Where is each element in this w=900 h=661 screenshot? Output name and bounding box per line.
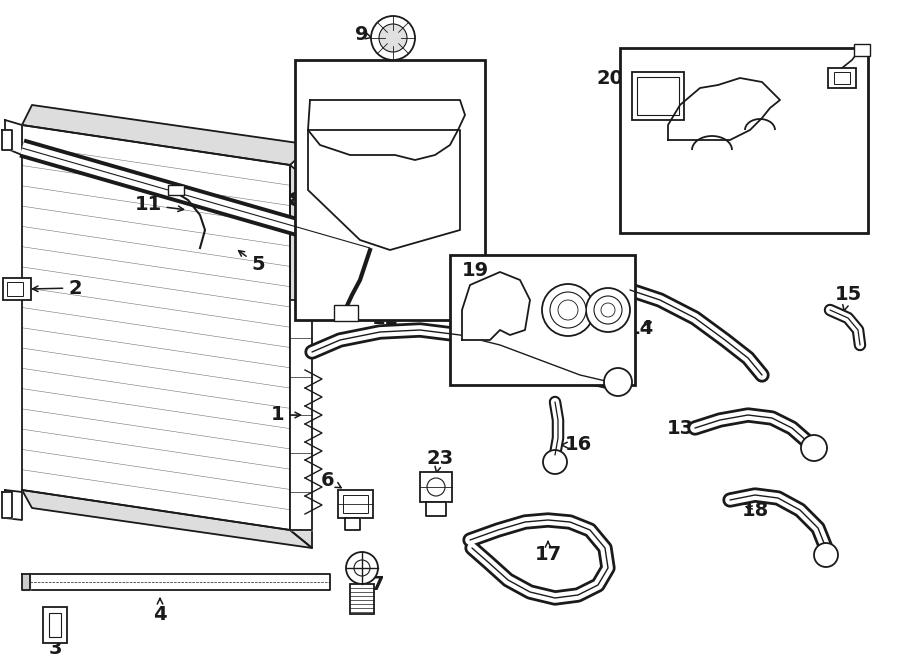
Circle shape <box>346 552 378 584</box>
Text: 17: 17 <box>535 541 562 564</box>
Polygon shape <box>668 78 780 140</box>
Text: 22: 22 <box>778 52 825 71</box>
Polygon shape <box>462 272 530 340</box>
Bar <box>295 60 485 320</box>
Bar <box>450 255 635 385</box>
Circle shape <box>586 288 630 332</box>
Text: 23: 23 <box>427 449 454 473</box>
Polygon shape <box>345 518 360 530</box>
Text: 11: 11 <box>134 196 184 215</box>
Circle shape <box>550 292 586 328</box>
Polygon shape <box>5 490 22 520</box>
Polygon shape <box>2 492 12 518</box>
Circle shape <box>801 435 827 461</box>
Text: 10: 10 <box>302 305 335 325</box>
Text: 19: 19 <box>462 260 489 280</box>
Circle shape <box>542 284 594 336</box>
Bar <box>854 44 870 56</box>
Text: 18: 18 <box>742 500 769 520</box>
Bar <box>350 584 374 614</box>
Text: 8: 8 <box>289 188 308 210</box>
Bar <box>49 613 61 637</box>
Bar <box>637 77 679 115</box>
Text: 12: 12 <box>372 309 399 331</box>
Polygon shape <box>22 105 312 165</box>
Polygon shape <box>22 490 312 548</box>
Polygon shape <box>426 502 446 516</box>
Polygon shape <box>308 130 460 250</box>
Polygon shape <box>2 130 12 150</box>
Circle shape <box>543 450 567 474</box>
Bar <box>3 278 31 300</box>
Bar <box>343 495 368 513</box>
Text: 21: 21 <box>625 145 668 167</box>
Text: 9: 9 <box>356 26 372 44</box>
Text: 14: 14 <box>626 319 653 338</box>
Text: 6: 6 <box>321 471 341 490</box>
Bar <box>420 472 452 502</box>
Circle shape <box>379 24 407 52</box>
Text: 5: 5 <box>238 251 265 274</box>
Text: 2: 2 <box>32 278 82 297</box>
Text: 15: 15 <box>834 286 861 311</box>
Circle shape <box>814 543 838 567</box>
Circle shape <box>371 16 415 60</box>
Polygon shape <box>308 100 465 160</box>
Polygon shape <box>5 120 22 155</box>
Bar <box>632 72 684 120</box>
Bar <box>834 72 850 84</box>
Bar <box>338 490 373 518</box>
Bar <box>620 48 868 233</box>
Bar <box>828 68 856 88</box>
Text: 20: 20 <box>597 69 629 87</box>
Text: 3: 3 <box>49 633 62 658</box>
Circle shape <box>594 296 622 324</box>
Polygon shape <box>22 574 30 590</box>
Text: 16: 16 <box>562 436 591 455</box>
Bar <box>7 282 23 296</box>
Polygon shape <box>30 574 330 590</box>
Text: 4: 4 <box>153 598 166 625</box>
Text: 7: 7 <box>365 576 385 594</box>
Polygon shape <box>290 300 312 530</box>
Text: 13: 13 <box>666 418 699 438</box>
Text: 1: 1 <box>271 405 301 424</box>
Bar <box>168 185 184 195</box>
Bar <box>43 607 67 643</box>
Polygon shape <box>290 165 312 548</box>
Polygon shape <box>22 125 290 530</box>
Bar <box>334 305 358 321</box>
Circle shape <box>604 368 632 396</box>
